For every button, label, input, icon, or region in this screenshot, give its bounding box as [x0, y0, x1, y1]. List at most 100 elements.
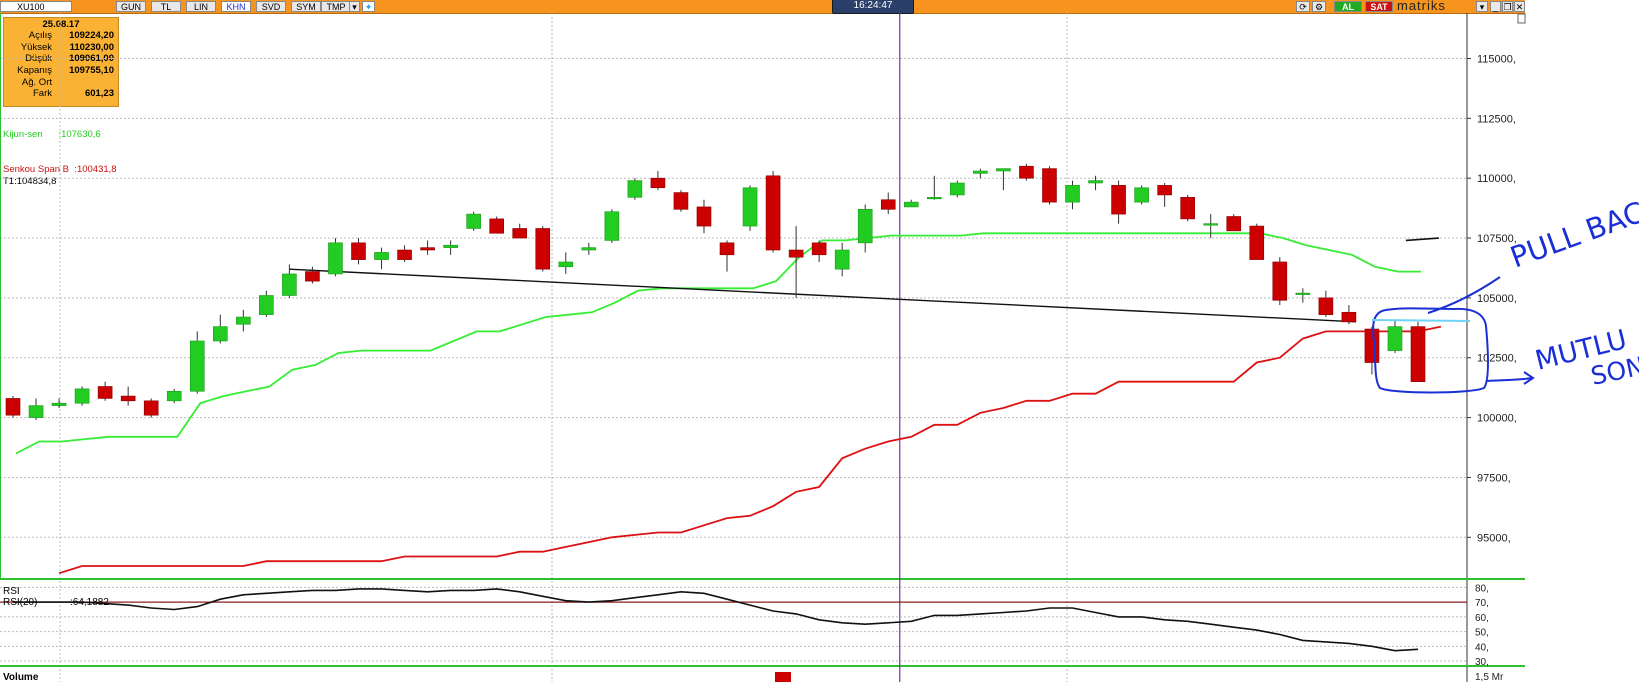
candle — [328, 242, 343, 275]
candle — [1226, 216, 1242, 232]
candle — [1180, 197, 1195, 220]
candle — [558, 261, 574, 268]
candle — [489, 218, 504, 234]
rsi-tick-label: 50, — [1475, 628, 1489, 639]
candle — [1134, 187, 1149, 203]
candle — [1295, 292, 1311, 295]
candle — [120, 395, 136, 402]
candle — [1318, 297, 1334, 315]
candle — [1111, 185, 1126, 215]
candle — [1249, 225, 1265, 260]
candle — [1019, 165, 1034, 179]
candle — [696, 206, 712, 227]
info-value: 110230,00 — [69, 41, 114, 53]
symbol-box[interactable]: XU100 — [0, 1, 72, 12]
scrollbar-handle[interactable] — [1517, 13, 1526, 24]
candle — [973, 170, 988, 174]
candle — [1364, 328, 1380, 363]
candle — [788, 249, 804, 258]
info-row: Ağ. Ort — [4, 77, 118, 89]
candle — [351, 242, 366, 260]
candle — [1387, 326, 1403, 351]
volume-title: Volume — [3, 672, 39, 682]
restore-icon[interactable]: ❐ — [1502, 1, 1513, 12]
candle — [1088, 180, 1103, 184]
toolbar-button-tl[interactable]: TL — [151, 1, 181, 12]
candle — [627, 180, 643, 198]
twitter-icon[interactable]: ✦ — [362, 1, 375, 12]
candle — [466, 213, 481, 229]
info-key: Açılış — [28, 30, 52, 41]
rsi-value: :64,1882 — [70, 597, 109, 608]
refresh-icon[interactable]: ⟳ — [1296, 1, 1310, 12]
toolbar-button-khn[interactable]: KHN — [221, 1, 251, 12]
info-key: Düşük — [25, 53, 52, 65]
info-value: 109755,10 — [69, 65, 114, 77]
candle — [927, 197, 942, 200]
candle — [1272, 261, 1288, 301]
toolbar-button-gun[interactable]: GUN — [116, 1, 146, 12]
candle — [143, 400, 159, 416]
rsi-title: RSI — [3, 586, 20, 597]
clock-display: 16:24:47 — [832, 0, 914, 14]
settings-icon[interactable]: ⚙ — [1312, 1, 1326, 12]
kijun-sen-label: Kijun-sen :107630,6 — [3, 129, 101, 140]
candle — [51, 402, 67, 406]
toolbar-button-sym[interactable]: SYM — [291, 1, 321, 12]
candle — [673, 192, 689, 210]
info-key: Kapanış — [17, 65, 52, 77]
info-row: Açılış 109224,20 — [4, 30, 118, 42]
candle — [74, 388, 90, 404]
candle — [581, 247, 597, 251]
y-tick-label: 107500, — [1477, 233, 1517, 245]
candle — [1065, 185, 1080, 203]
candle — [397, 249, 412, 260]
rsi-tick-label: 70, — [1475, 598, 1489, 609]
t1-label: T1:104834,8 — [3, 176, 57, 187]
y-tick-label: 112500, — [1477, 113, 1516, 125]
toolbar-button-lin[interactable]: LIN — [186, 1, 216, 12]
candle — [97, 386, 113, 399]
rsi-tick-label: 40, — [1475, 642, 1489, 653]
candle — [742, 187, 758, 227]
senkou-span-b-line — [58, 325, 1442, 575]
annotation-pullback: PULL BACK — [1506, 188, 1639, 275]
candle — [1341, 311, 1357, 323]
info-row: Yüksek 110230,00 — [4, 42, 118, 54]
candle — [903, 201, 919, 208]
buy-button[interactable]: AL — [1334, 1, 1362, 12]
marker-line — [1405, 237, 1439, 242]
candle — [420, 247, 435, 251]
candle — [512, 228, 528, 239]
toolbar-button-svd[interactable]: SVD — [256, 1, 286, 12]
candle — [535, 228, 551, 270]
candle — [28, 405, 44, 418]
candle — [811, 242, 827, 256]
candle — [374, 252, 389, 260]
info-value: 109061,00 — [69, 53, 114, 65]
info-row: Kapanış 109755,10 — [4, 65, 118, 77]
candle — [1410, 326, 1426, 382]
y-tick-label: 105000, — [1477, 293, 1517, 305]
minimize-icon[interactable]: _ — [1490, 1, 1501, 12]
info-date: 25.08.17 — [42, 19, 80, 30]
trendline — [289, 268, 1356, 323]
menu-dropdown-icon[interactable]: ▾ — [1476, 1, 1488, 12]
rsi-tick-label: 60, — [1475, 613, 1489, 624]
brand-logo: matriks — [1397, 0, 1446, 13]
candle — [857, 209, 873, 244]
candle — [996, 168, 1011, 172]
info-key: Ağ. Ort — [21, 76, 52, 88]
annotation-arrow — [1486, 371, 1535, 385]
candle — [650, 177, 666, 189]
sell-button[interactable]: SAT — [1365, 1, 1393, 12]
dropdown-icon[interactable]: ▾ — [349, 1, 360, 12]
candle — [189, 340, 205, 392]
annotation-arrow — [1427, 276, 1501, 314]
y-tick-label: 102500, — [1477, 353, 1517, 365]
candle — [1157, 185, 1172, 196]
close-icon[interactable]: ✕ — [1514, 1, 1525, 12]
info-value: 601,23 — [84, 88, 114, 100]
y-tick-label: 97500, — [1477, 472, 1511, 484]
